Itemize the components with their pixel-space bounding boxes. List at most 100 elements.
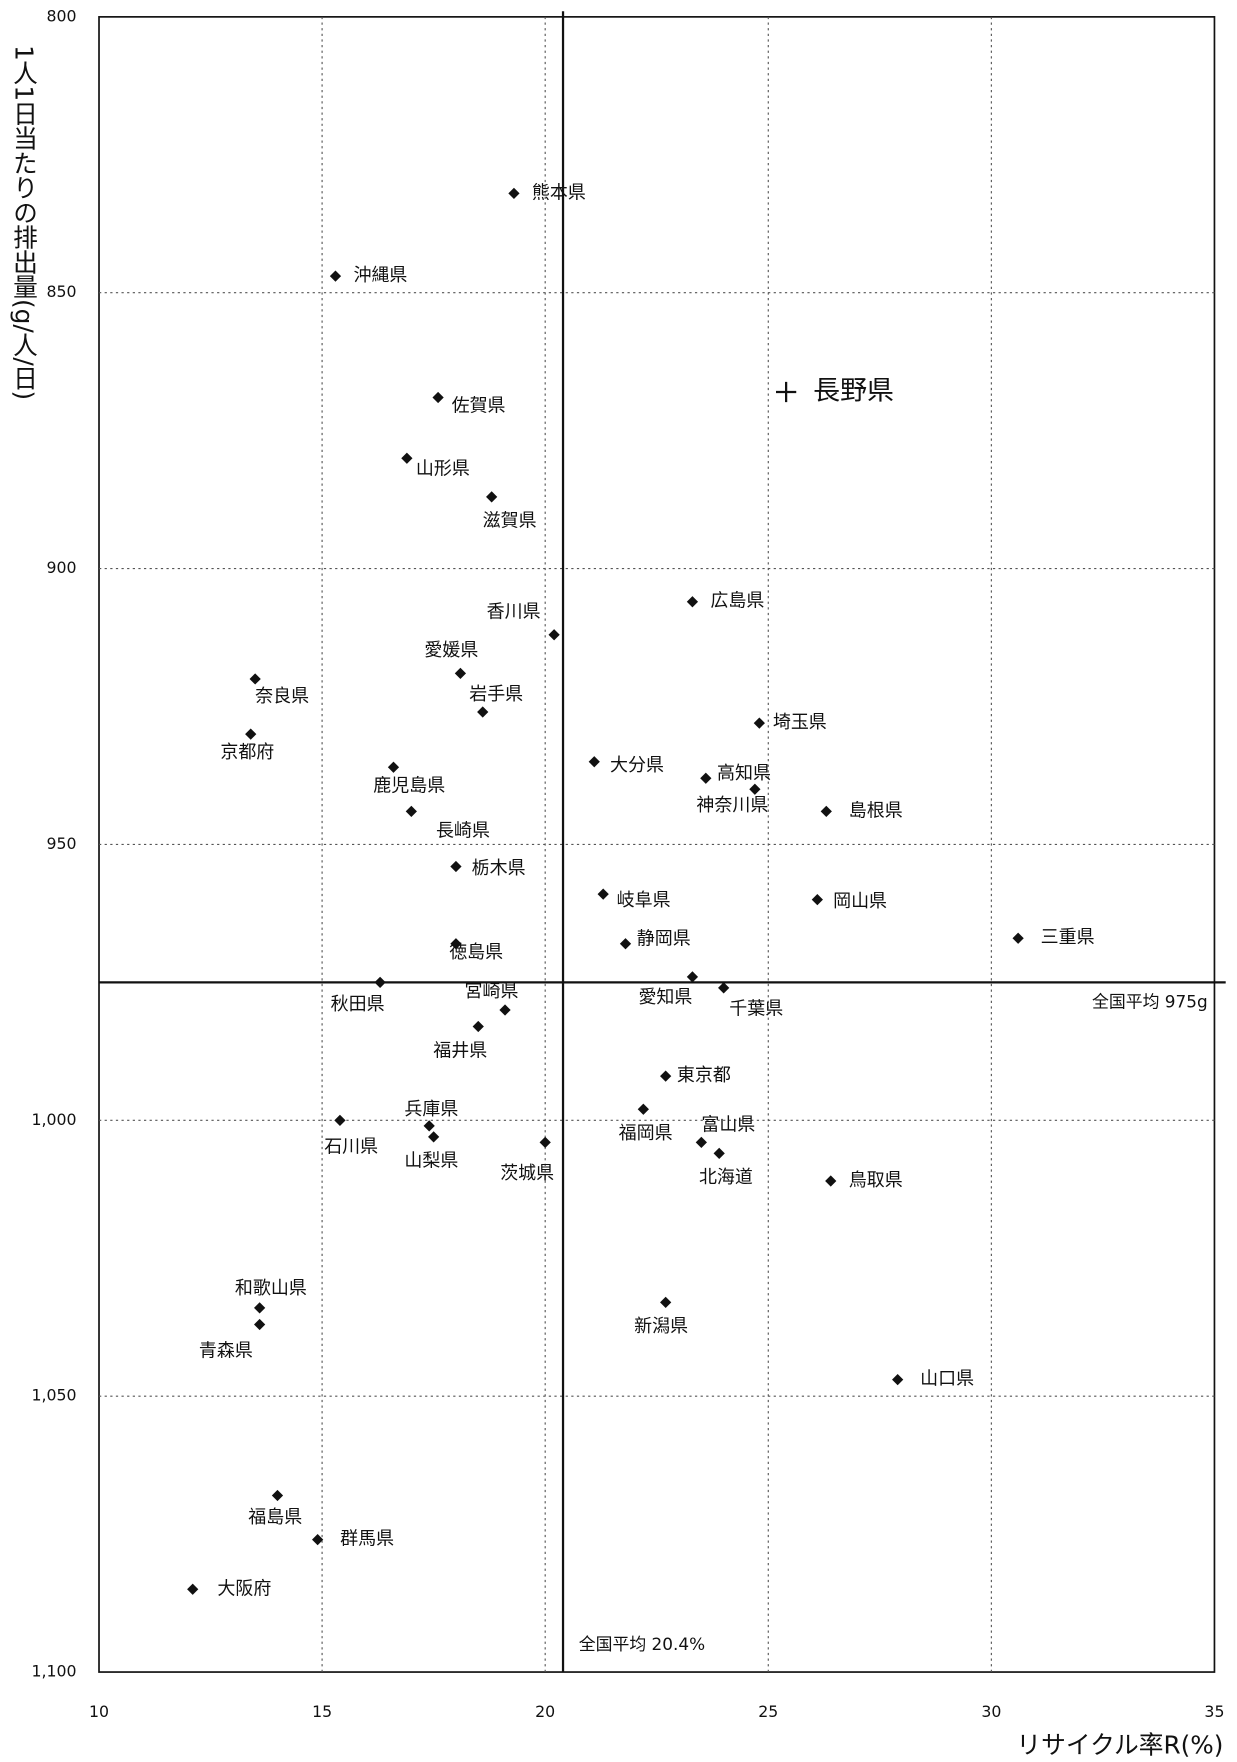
point-label: 大阪府 xyxy=(217,1578,271,1599)
point-label: 石川県 xyxy=(324,1136,378,1157)
point xyxy=(454,667,467,680)
point-label: 福島県 xyxy=(248,1507,302,1528)
point xyxy=(387,761,400,773)
point xyxy=(686,971,699,983)
average-label: 全国平均 20.4% xyxy=(579,1634,705,1654)
point xyxy=(450,860,462,873)
point-label: 福井県 xyxy=(433,1040,487,1061)
y-tick-label: 900 xyxy=(46,558,76,577)
point xyxy=(695,1136,707,1149)
point xyxy=(660,1296,672,1309)
x-tick-label: 10 xyxy=(89,1702,109,1721)
point xyxy=(499,1004,511,1016)
point-label: 新潟県 xyxy=(634,1316,688,1337)
point-label: 富山県 xyxy=(701,1115,755,1136)
point-label: 香川県 xyxy=(487,601,541,622)
point xyxy=(508,187,520,200)
point-label: 茨城県 xyxy=(500,1163,554,1184)
point xyxy=(477,706,489,718)
y-tick-label: 950 xyxy=(46,834,76,853)
point xyxy=(713,1147,725,1160)
point xyxy=(588,756,600,768)
point-label: 長崎県 xyxy=(436,821,490,842)
x-tick-label: 35 xyxy=(1204,1702,1224,1721)
point-label: 愛知県 xyxy=(638,987,692,1008)
point xyxy=(660,1070,672,1082)
point-label: 山口県 xyxy=(920,1369,974,1390)
point-label: 京都府 xyxy=(220,742,274,763)
x-tick-label: 15 xyxy=(312,1702,332,1721)
point-label: 埼玉県 xyxy=(773,712,827,733)
point xyxy=(753,717,765,729)
point-label: 群馬県 xyxy=(340,1529,394,1550)
point-label: 秋田県 xyxy=(331,994,385,1015)
point-label: 岐阜県 xyxy=(617,890,671,911)
point xyxy=(472,1020,484,1033)
point-label: 滋賀県 xyxy=(483,511,537,532)
point xyxy=(254,1318,266,1331)
highlight-point xyxy=(776,381,797,403)
point-label: 三重県 xyxy=(1041,927,1095,948)
point-label: 岡山県 xyxy=(833,891,887,912)
point-label: 兵庫県 xyxy=(404,1099,458,1120)
point-label: 熊本県 xyxy=(532,182,586,203)
point xyxy=(423,1120,435,1132)
point xyxy=(405,805,417,817)
point-label: 沖縄県 xyxy=(353,265,407,286)
y-tick-label: 1,100 xyxy=(31,1662,76,1681)
point-label: 鹿児島県 xyxy=(373,775,445,796)
point-label: 高知県 xyxy=(717,763,771,784)
point-label: 広島県 xyxy=(710,591,764,612)
point xyxy=(249,673,261,685)
point xyxy=(312,1534,324,1546)
point xyxy=(539,1136,551,1149)
point-label: 栃木県 xyxy=(472,858,526,879)
point xyxy=(749,783,761,795)
point-label: 徳島県 xyxy=(449,942,503,963)
point xyxy=(597,888,609,900)
point-label: 島根県 xyxy=(849,800,903,821)
point-label: 山形県 xyxy=(416,458,470,479)
point xyxy=(432,391,444,404)
point-label: 神奈川県 xyxy=(696,795,768,816)
point xyxy=(825,1175,837,1187)
y-tick-label: 850 xyxy=(46,282,76,301)
point xyxy=(254,1302,266,1314)
point xyxy=(374,976,386,989)
point xyxy=(334,1114,346,1126)
point xyxy=(718,982,730,994)
point-label: 鳥取県 xyxy=(849,1170,903,1191)
point xyxy=(619,938,632,950)
point-label: 北海道 xyxy=(699,1167,753,1188)
point xyxy=(428,1131,440,1143)
point xyxy=(329,270,342,282)
average-label: 全国平均 975g xyxy=(1092,992,1208,1012)
point-label: 静岡県 xyxy=(637,928,691,949)
point-label: 青森県 xyxy=(199,1340,253,1361)
point-label: 東京都 xyxy=(677,1065,731,1086)
point xyxy=(637,1103,649,1115)
point-label: 大分県 xyxy=(610,755,664,776)
point-label: 岩手県 xyxy=(469,684,523,705)
point-label: 宮崎県 xyxy=(465,981,519,1002)
x-tick-label: 25 xyxy=(758,1702,778,1721)
x-tick-label: 30 xyxy=(981,1702,1001,1721)
point-label: 佐賀県 xyxy=(452,396,506,417)
point xyxy=(1012,932,1024,944)
point xyxy=(245,728,257,740)
point xyxy=(820,805,832,817)
point-label: 福岡県 xyxy=(619,1123,673,1144)
point xyxy=(401,452,413,464)
point-label: 奈良県 xyxy=(255,686,309,707)
x-axis-label: リサイクル率R(%) xyxy=(1016,1730,1223,1759)
point xyxy=(271,1489,284,1502)
point-label: 愛媛県 xyxy=(424,640,478,661)
x-tick-label: 20 xyxy=(535,1702,555,1721)
highlight-label: 長野県 xyxy=(813,376,894,407)
point xyxy=(548,629,560,641)
point xyxy=(700,772,712,784)
point xyxy=(892,1374,904,1386)
point xyxy=(686,596,699,608)
